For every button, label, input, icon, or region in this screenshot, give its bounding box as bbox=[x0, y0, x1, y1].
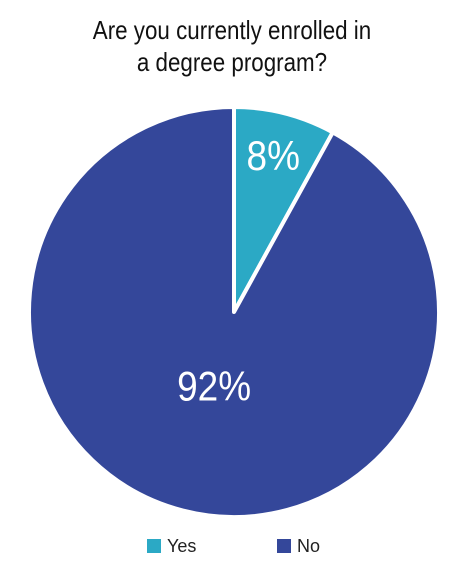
legend-swatch bbox=[147, 539, 161, 553]
legend-label: No bbox=[297, 536, 320, 556]
chart-title: Are you currently enrolled in a degree p… bbox=[92, 15, 372, 77]
value-label: 92% bbox=[177, 363, 251, 410]
pie-slice bbox=[27, 105, 441, 519]
value-label: 8% bbox=[247, 133, 300, 180]
legend-swatch bbox=[277, 539, 291, 553]
legend-label: Yes bbox=[167, 536, 196, 556]
